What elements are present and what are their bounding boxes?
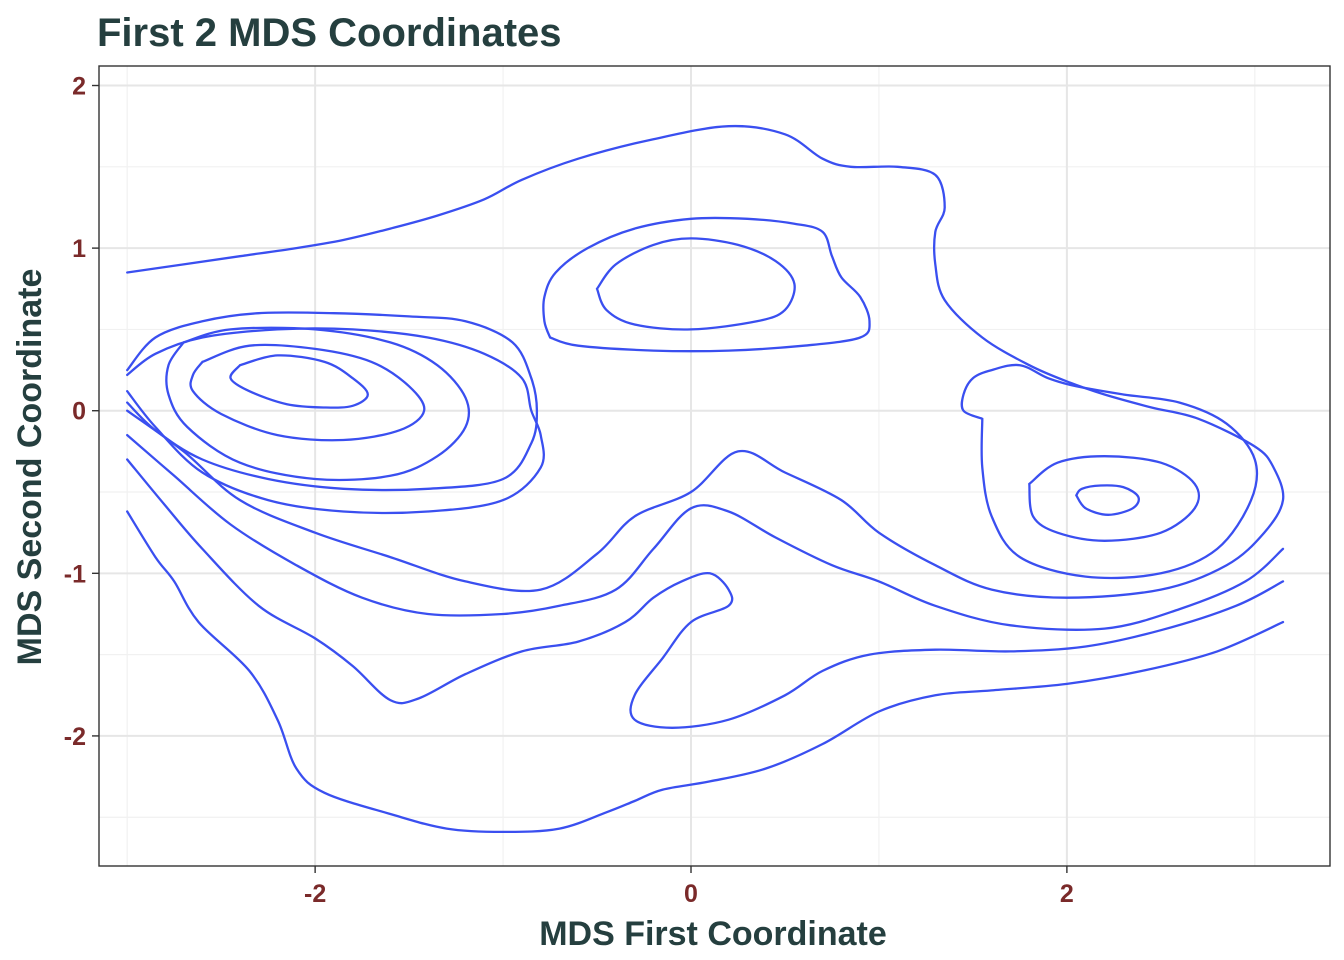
- contour-line: [960, 363, 1259, 580]
- contour-line: [126, 311, 539, 492]
- contour-line: [1028, 455, 1201, 542]
- y-axis-title: MDS Second Coordinate: [11, 269, 49, 666]
- chart-title: First 2 MDS Coordinates: [97, 11, 562, 55]
- contour-line: [126, 124, 1285, 599]
- contour-line: [1075, 484, 1140, 516]
- axis-ticks: -2 0 2 -2 -1 0 1 2: [64, 73, 1074, 908]
- y-tick-label: -2: [64, 723, 86, 751]
- y-tick-label: 1: [72, 235, 86, 263]
- y-tick-label: 2: [72, 73, 86, 101]
- y-tick-label: 0: [72, 398, 86, 426]
- x-axis-title: MDS First Coordinate: [539, 915, 887, 953]
- contour-line: [126, 458, 1285, 729]
- x-tick-label: -2: [304, 880, 326, 908]
- contour-line: [165, 326, 471, 482]
- plot-panel: [98, 65, 1331, 867]
- x-tick-label: 0: [684, 880, 698, 908]
- grid-lines: [99, 66, 1330, 866]
- contour-line: [542, 216, 871, 353]
- x-tick-label: 2: [1060, 880, 1074, 908]
- y-tick-label: -1: [64, 560, 86, 588]
- contour-line: [595, 237, 796, 331]
- contour-line: [229, 354, 369, 409]
- contour-line: [126, 327, 545, 515]
- density-contours: [126, 124, 1285, 834]
- contour-line: [126, 433, 1285, 631]
- contour-line: [189, 343, 426, 442]
- contour-line: [126, 510, 1285, 834]
